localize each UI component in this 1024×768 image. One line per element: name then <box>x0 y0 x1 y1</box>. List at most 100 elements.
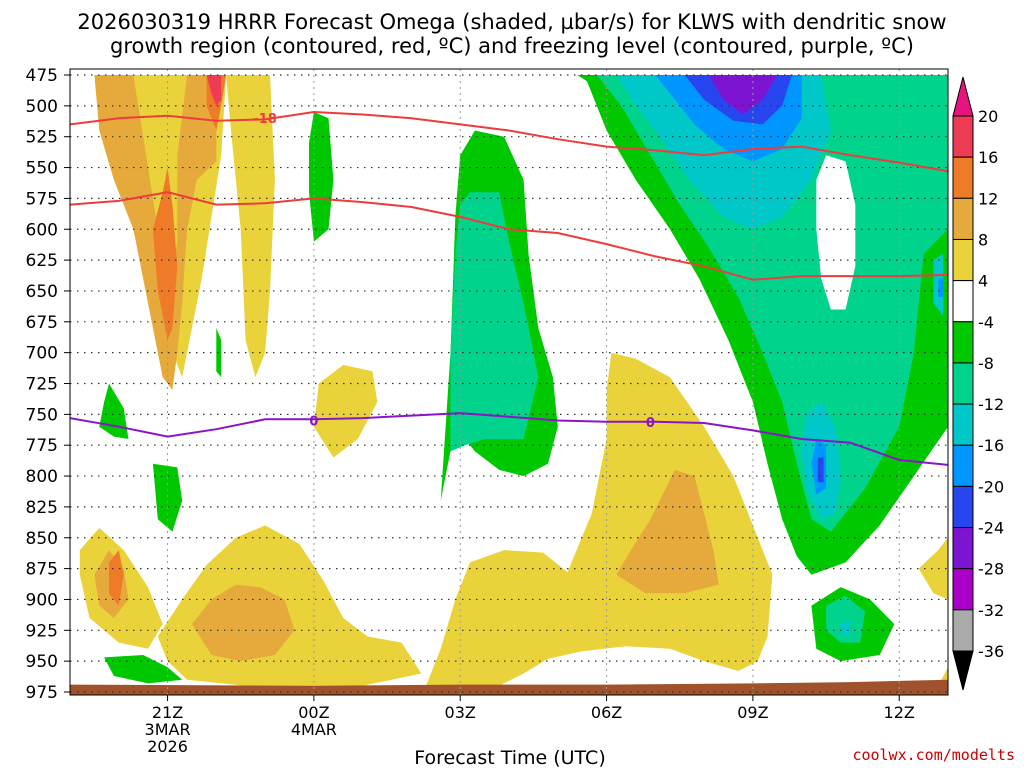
plot-frame <box>69 68 949 696</box>
omega-region-10-0 <box>816 155 856 310</box>
y-tick-label-19: 950 <box>26 652 58 672</box>
y-tick-label-14: 825 <box>26 498 58 518</box>
colorbar-label-6: -8 <box>978 354 994 373</box>
omega-region-6-3 <box>840 620 851 637</box>
y-tick-label-11: 750 <box>26 405 58 425</box>
colorbar-segment-10 <box>952 527 974 570</box>
colorbar-segment-5 <box>952 321 974 364</box>
omega-region-7-2 <box>938 278 944 298</box>
colorbar-label-9: -20 <box>978 477 1004 496</box>
colorbar-label-5: -4 <box>978 313 994 332</box>
terrain-fill <box>70 679 948 695</box>
y-tick-label-10: 725 <box>26 375 58 395</box>
credit-text: coolwx.com/modelts <box>852 746 1015 764</box>
y-tick-label-13: 800 <box>26 467 58 487</box>
colorbar-segment-12 <box>952 609 974 652</box>
contour-line-0 <box>70 110 948 173</box>
colorbar-label-4: 4 <box>978 272 988 291</box>
colorbar-label-11: -28 <box>978 560 1004 579</box>
colorbar-segment-4 <box>952 280 974 323</box>
y-tick-label-20: 975 <box>26 683 58 703</box>
omega-region-4-3 <box>216 328 222 378</box>
contour-label-2-b: 0 <box>646 416 655 431</box>
contour-label-2: 0 <box>309 415 318 430</box>
colorbar-segment-8 <box>952 444 974 487</box>
terrain-layer <box>70 679 948 695</box>
colorbar-label-3: 8 <box>978 230 988 249</box>
colorbar-label-12: -32 <box>978 601 1004 620</box>
y-tick-label-2: 525 <box>26 128 58 148</box>
colorbar-label-2: 12 <box>978 189 998 208</box>
y-tick-label-3: 550 <box>26 159 58 179</box>
omega-region-2-1 <box>152 167 178 341</box>
x-tick-label-5-0: 12Z <box>884 703 915 722</box>
omega-region-0-4 <box>313 365 378 458</box>
omega-region-1-2 <box>191 584 295 662</box>
colorbar-label-13: -36 <box>978 642 1004 661</box>
y-tick-label-9: 700 <box>26 344 58 364</box>
colorbar-segment-6 <box>952 362 974 405</box>
y-tick-label-6: 625 <box>26 251 58 271</box>
omega-region-2-2 <box>109 550 124 606</box>
y-tick-label-5: 600 <box>26 220 58 240</box>
omega-region-4-5 <box>152 463 183 532</box>
y-tick-label-17: 900 <box>26 590 58 610</box>
colorbar-segment-0 <box>952 115 974 158</box>
colorbar-label-0: 20 <box>978 107 998 126</box>
y-tick-label-16: 875 <box>26 560 58 580</box>
colorbar-segment-2 <box>952 197 974 240</box>
colorbar-segment-11 <box>952 568 974 611</box>
chart-title-line-2: growth region (contoured, red, ºC) and f… <box>110 34 914 58</box>
omega-region-1-3 <box>616 469 719 594</box>
omega-region-4-6 <box>104 655 183 684</box>
omega-region-8-1 <box>817 457 824 483</box>
contour-line-1 <box>70 191 948 281</box>
omega-shading <box>79 75 948 692</box>
x-tick-label-2-0: 03Z <box>445 703 476 722</box>
x-tick-label-0-1: 3MAR <box>145 720 191 739</box>
omega-region-9-0 <box>709 75 778 115</box>
y-tick-label-4: 575 <box>26 189 58 209</box>
contour-label-0: -18 <box>253 112 277 127</box>
omega-region-3-0 <box>206 75 222 106</box>
x-tick-label-0-0: 21Z <box>152 703 183 722</box>
chart-title-line-1: 2026030319 HRRR Forecast Omega (shaded, … <box>77 10 946 34</box>
x-tick-label-0-2: 2026 <box>147 737 188 756</box>
omega-region-0-6 <box>918 537 948 600</box>
contour-line-2 <box>70 412 948 466</box>
colorbar-label-8: -16 <box>978 436 1004 455</box>
y-tick-label-0: 475 <box>26 66 58 86</box>
temperature-contours: -18 0 0 <box>70 110 948 466</box>
colorbar-bottom-arrow <box>952 650 974 691</box>
omega-region-4-2 <box>309 112 334 242</box>
omega-region-5-0 <box>596 75 948 532</box>
omega-region-5-1 <box>450 192 539 452</box>
grid-lines <box>70 69 948 695</box>
x-tick-label-1-0: 00Z <box>298 703 329 722</box>
y-tick-label-1: 500 <box>26 97 58 117</box>
colorbar-segment-3 <box>952 238 974 282</box>
colorbar-segment-7 <box>952 403 974 446</box>
x-tick-label-1-1: 4MAR <box>291 720 337 739</box>
y-tick-label-12: 775 <box>26 436 58 456</box>
y-tick-label-15: 850 <box>26 529 58 549</box>
colorbar-segment-9 <box>952 485 974 529</box>
x-tick-label-3-0: 06Z <box>591 703 622 722</box>
omega-region-10-1 <box>362 124 373 162</box>
colorbar: 20 16 12 8 4 -4 -8 -12 -16 -20 -24 -28 -32 -36 <box>952 76 1004 691</box>
y-tick-label-8: 675 <box>26 313 58 333</box>
colorbar-segment-1 <box>952 156 974 199</box>
colorbar-label-10: -24 <box>978 519 1004 538</box>
colorbar-label-1: 16 <box>978 148 998 167</box>
y-tick-label-18: 925 <box>26 621 58 641</box>
y-axis-ticks: 475 500 525 550 575 600 625 650 675 700 725 750 775 8… <box>26 66 70 703</box>
x-axis-label: Forecast Time (UTC) <box>414 747 605 768</box>
x-tick-label-4-0: 09Z <box>737 703 768 722</box>
colorbar-label-7: -12 <box>978 395 1004 414</box>
y-tick-label-7: 650 <box>26 282 58 302</box>
omega-region-0-5 <box>426 352 773 686</box>
colorbar-top-arrow <box>952 76 974 117</box>
omega-region-0-1 <box>226 75 275 378</box>
